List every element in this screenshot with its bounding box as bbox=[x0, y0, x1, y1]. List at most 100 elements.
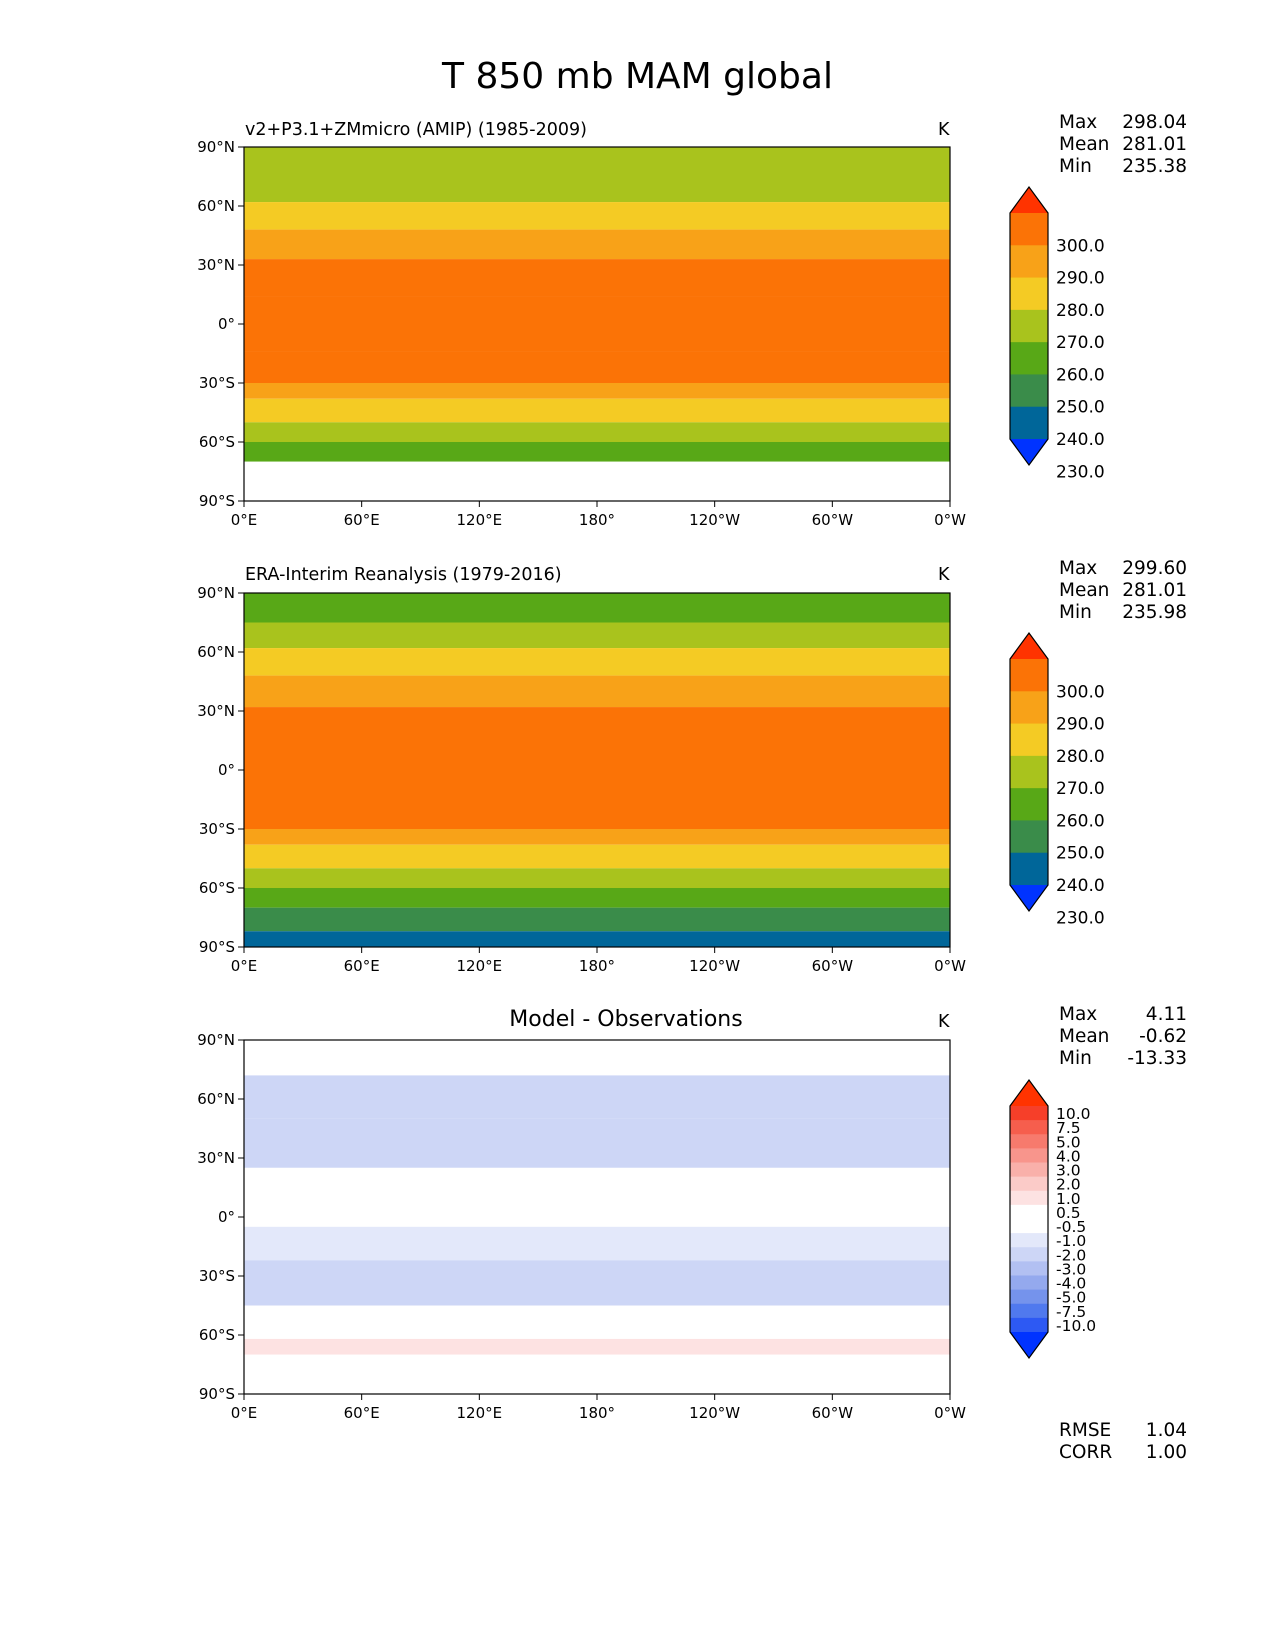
colorbar-segment bbox=[1010, 852, 1048, 886]
colorbar-tick-label: -7.5 bbox=[1056, 1303, 1086, 1321]
stats-box: Max 299.60 Mean 281.01 Min 235.98 bbox=[1059, 558, 1187, 624]
field-band bbox=[244, 202, 950, 230]
y-tick-label: 90°N bbox=[197, 1031, 235, 1049]
colorbar-segment bbox=[1010, 1204, 1048, 1220]
colorbar-tick-label: 280.0 bbox=[1056, 747, 1105, 767]
field-band bbox=[244, 422, 950, 442]
min-value: -13.33 bbox=[1127, 1048, 1187, 1069]
field-band bbox=[244, 675, 950, 708]
field-band bbox=[244, 1075, 950, 1119]
x-tick-label: 60°E bbox=[344, 1404, 380, 1422]
y-tick-label: 90°S bbox=[199, 1385, 235, 1403]
field-band bbox=[244, 442, 950, 462]
colorbar-segment bbox=[1010, 277, 1048, 311]
y-tick-label: 30°S bbox=[199, 374, 235, 392]
field-band bbox=[244, 259, 950, 297]
colorbar-tick-label: -10.0 bbox=[1056, 1317, 1096, 1335]
units-label: K bbox=[938, 565, 950, 585]
x-tick-label: 120°E bbox=[457, 511, 503, 529]
corr-value: 1.00 bbox=[1145, 1442, 1187, 1463]
panel-title: ERA-Interim Reanalysis (1979-2016) bbox=[245, 565, 562, 585]
field-band bbox=[244, 383, 950, 399]
colorbar-tick-label: -0.5 bbox=[1056, 1218, 1086, 1236]
field-band bbox=[244, 844, 950, 869]
colorbar-segment bbox=[1010, 723, 1048, 757]
panel-difference: Model - Observations K Max 4.11 Mean -0.62… bbox=[0, 0, 1275, 1463]
colorbar-tick-label: 260.0 bbox=[1056, 365, 1105, 385]
field-band bbox=[244, 707, 950, 800]
x-tick-label: 60°E bbox=[344, 511, 380, 529]
colorbar-segment bbox=[1010, 1134, 1048, 1149]
field-band bbox=[244, 1118, 950, 1168]
colorbar-segment bbox=[1010, 1275, 1048, 1291]
colorbar-tick-label: 240.0 bbox=[1056, 430, 1105, 450]
colorbar-extend-min bbox=[1010, 885, 1048, 911]
colorbar-tick-label: 280.0 bbox=[1056, 301, 1105, 321]
colorbar-segment bbox=[1010, 1162, 1048, 1178]
field-band bbox=[244, 1167, 950, 1227]
colorbar-outline bbox=[1009, 1078, 1049, 1360]
stats-box: Max 4.11 Mean -0.62 Min -13.33 bbox=[1059, 1004, 1187, 1070]
field-band bbox=[244, 1305, 950, 1339]
field-band bbox=[244, 176, 950, 203]
rmse-value: 1.04 bbox=[1145, 1420, 1187, 1441]
field-band bbox=[244, 1338, 950, 1355]
colorbar-segment bbox=[1010, 245, 1048, 279]
field-band bbox=[244, 1260, 950, 1306]
panel-title: v2+P3.1+ZMmicro (AMIP) (1985-2009) bbox=[245, 120, 587, 140]
mean-value: -0.62 bbox=[1139, 1026, 1187, 1047]
map-chart: 0°E 60°E 120°E 180° 120°W 60°W 0°W 90°N 60°N 30°N… bbox=[197, 584, 1105, 975]
colorbar-tick-label: 230.0 bbox=[1056, 908, 1105, 928]
colorbar-segment bbox=[1010, 755, 1048, 789]
field-band bbox=[244, 229, 950, 260]
y-tick-label: 0° bbox=[218, 315, 235, 333]
x-tick-label: 120°W bbox=[689, 957, 740, 975]
map-chart: 0°E 60°E 120°E 180° 120°W 60°W 0°W 90°N 60°N 30°N… bbox=[197, 138, 1105, 529]
y-tick-label: 60°N bbox=[197, 1090, 235, 1108]
colorbar-outline bbox=[1009, 185, 1049, 467]
field-band bbox=[244, 351, 950, 383]
colorbar-segment bbox=[1010, 1303, 1048, 1319]
colorbar-segment bbox=[1010, 1261, 1048, 1276]
rmse-label: RMSE bbox=[1059, 1420, 1112, 1441]
colorbar-tick-label: 3.0 bbox=[1056, 1162, 1081, 1180]
colorbar-segment bbox=[1010, 374, 1048, 408]
x-tick-label: 180° bbox=[579, 511, 615, 529]
colorbar-extend-max bbox=[1010, 187, 1048, 213]
max-label: Max bbox=[1059, 558, 1098, 579]
colorbar-extend-max bbox=[1010, 1080, 1048, 1106]
y-tick-label: 0° bbox=[218, 761, 235, 779]
stats-box: Max 298.04 Mean 281.01 Min 235.38 bbox=[1059, 112, 1187, 178]
x-tick-label: 0°E bbox=[231, 957, 258, 975]
colorbar-tick-label: 290.0 bbox=[1056, 715, 1105, 735]
field-band bbox=[244, 1040, 950, 1076]
y-tick-label: 60°S bbox=[199, 879, 235, 897]
field-band bbox=[244, 907, 950, 932]
colorbar-segment bbox=[1010, 213, 1048, 246]
mean-value: 281.01 bbox=[1122, 134, 1187, 155]
y-tick-label: 90°S bbox=[199, 938, 235, 956]
field-band bbox=[244, 398, 950, 423]
field-band bbox=[244, 622, 950, 649]
colorbar-tick-label: 5.0 bbox=[1056, 1133, 1081, 1151]
field-band bbox=[244, 593, 950, 623]
min-label: Min bbox=[1059, 1048, 1092, 1069]
x-tick-label: 0°W bbox=[934, 511, 966, 529]
colorbar-segment bbox=[1010, 820, 1048, 854]
max-value: 298.04 bbox=[1122, 112, 1187, 133]
y-tick-label: 90°N bbox=[197, 138, 235, 156]
colorbar-extend-min bbox=[1010, 1332, 1048, 1358]
x-tick-label: 0°E bbox=[231, 1404, 258, 1422]
x-tick-label: 120°W bbox=[689, 1404, 740, 1422]
colorbar-tick-label: 260.0 bbox=[1056, 811, 1105, 831]
x-tick-label: 120°W bbox=[689, 511, 740, 529]
colorbar-segment bbox=[1010, 788, 1048, 821]
field-band bbox=[244, 829, 950, 845]
min-value: 235.38 bbox=[1122, 156, 1187, 177]
colorbar-tick-label: 270.0 bbox=[1056, 779, 1105, 799]
units-label: K bbox=[938, 120, 950, 140]
x-tick-label: 60°E bbox=[344, 957, 380, 975]
x-tick-label: 60°W bbox=[812, 957, 854, 975]
y-tick-label: 30°S bbox=[199, 820, 235, 838]
panel-title: Model - Observations bbox=[509, 1007, 743, 1032]
